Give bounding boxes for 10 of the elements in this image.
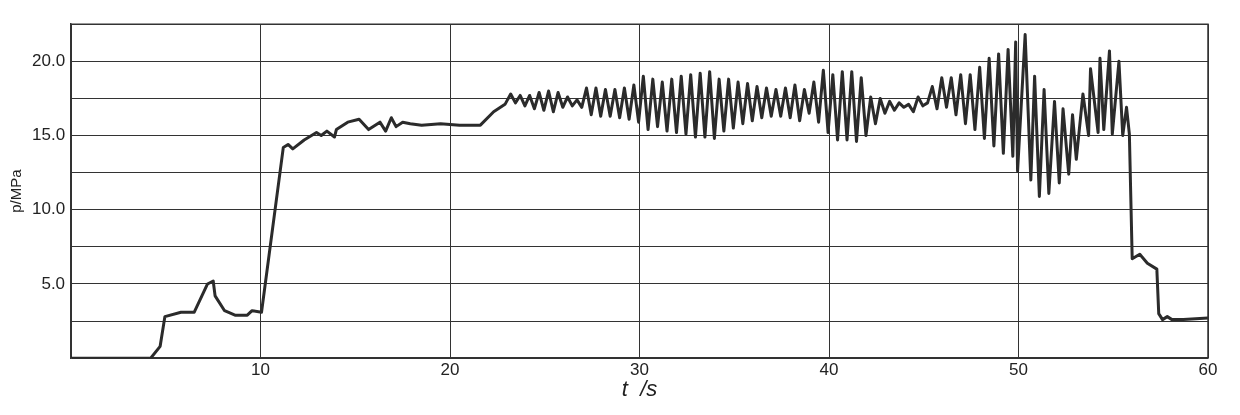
y-axis-title: p/MPa	[7, 168, 25, 213]
y-tick-label: 10.0	[31, 199, 66, 219]
x-tick-label: 20	[440, 360, 460, 380]
y-tick-label: 15.0	[31, 125, 66, 145]
x-tick-label: 50	[1009, 360, 1028, 380]
x-tick-label: 40	[819, 360, 839, 380]
x-tick-label: 60	[1198, 360, 1218, 380]
y-tick-label: 5.0	[41, 273, 66, 293]
y-tick-label: 20.0	[31, 51, 66, 70]
x-tick-label: 10	[251, 360, 271, 380]
